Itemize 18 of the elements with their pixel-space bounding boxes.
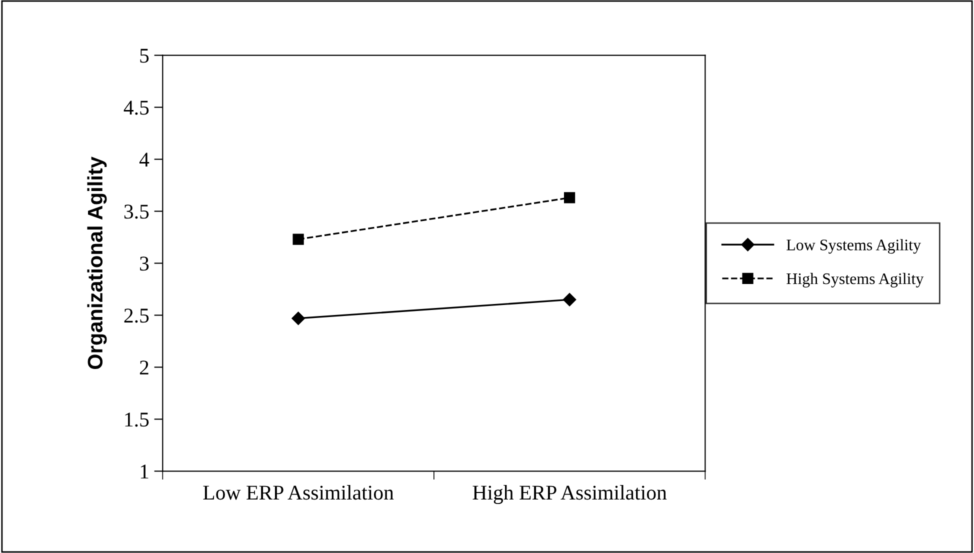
point	[564, 192, 576, 204]
point	[562, 293, 576, 306]
y-tick-label: 1	[140, 464, 148, 478]
y-tick-label: 1.5	[125, 412, 149, 427]
y-tick-label: 5	[140, 48, 149, 63]
y-tick-label: 2.5	[124, 308, 149, 323]
point	[292, 312, 305, 325]
y-tick-label: 4.5	[124, 100, 149, 115]
y-tick-label: 4	[139, 152, 150, 166]
point	[292, 234, 304, 245]
legend-label: Low Systems Agility	[786, 239, 921, 254]
x-tick-label: Low ERP Assimilation	[203, 485, 394, 500]
y-tick-label: 2	[140, 360, 148, 374]
legend-label: High Systems Agility	[786, 272, 924, 288]
y-tick-label: 3	[140, 256, 149, 271]
x-tick-label: High ERP Assimilation	[472, 485, 667, 504]
y-tick-label: 3.5	[124, 204, 149, 219]
y-axis-title: Organizational Agility	[87, 156, 107, 370]
